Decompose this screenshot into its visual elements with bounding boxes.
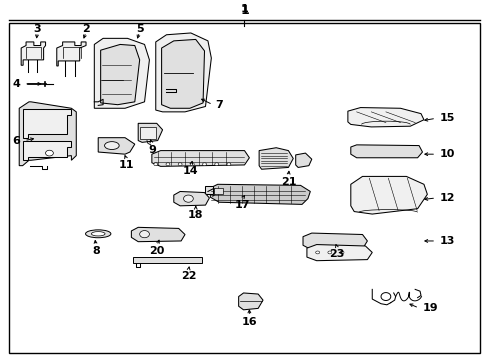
Text: 19: 19 xyxy=(422,303,437,313)
Polygon shape xyxy=(156,33,211,112)
Circle shape xyxy=(214,163,218,166)
Polygon shape xyxy=(259,148,293,169)
Polygon shape xyxy=(98,138,135,154)
Text: 17: 17 xyxy=(234,200,249,210)
Text: 5: 5 xyxy=(136,24,143,35)
Text: 20: 20 xyxy=(149,246,164,256)
Circle shape xyxy=(178,163,182,166)
Text: 14: 14 xyxy=(183,166,198,176)
Polygon shape xyxy=(57,42,86,66)
Text: 8: 8 xyxy=(92,246,100,256)
Ellipse shape xyxy=(104,141,119,149)
Text: 21: 21 xyxy=(280,177,296,187)
Ellipse shape xyxy=(91,231,105,236)
Polygon shape xyxy=(306,244,371,261)
Circle shape xyxy=(202,163,206,166)
Text: 12: 12 xyxy=(439,193,454,203)
Text: 2: 2 xyxy=(82,24,90,35)
Circle shape xyxy=(327,251,331,254)
Polygon shape xyxy=(131,227,184,242)
Polygon shape xyxy=(22,109,71,138)
Text: 13: 13 xyxy=(439,236,454,246)
Polygon shape xyxy=(350,176,427,214)
Text: 7: 7 xyxy=(215,100,223,110)
Bar xyxy=(214,188,223,194)
Polygon shape xyxy=(94,39,149,108)
Circle shape xyxy=(45,150,53,156)
Text: 1: 1 xyxy=(240,4,248,17)
Circle shape xyxy=(339,251,343,254)
Polygon shape xyxy=(295,153,311,167)
Text: 23: 23 xyxy=(329,249,344,259)
Circle shape xyxy=(165,163,169,166)
Circle shape xyxy=(315,251,319,254)
Polygon shape xyxy=(173,192,209,206)
Polygon shape xyxy=(19,102,76,166)
Text: 22: 22 xyxy=(180,271,196,282)
Circle shape xyxy=(140,230,149,238)
Circle shape xyxy=(226,163,230,166)
Polygon shape xyxy=(238,293,263,310)
Text: 9: 9 xyxy=(147,145,156,155)
Text: 18: 18 xyxy=(187,211,203,220)
Polygon shape xyxy=(210,184,310,204)
Polygon shape xyxy=(347,108,423,127)
Polygon shape xyxy=(101,44,140,105)
Polygon shape xyxy=(303,233,366,250)
Polygon shape xyxy=(21,42,45,65)
Polygon shape xyxy=(350,145,422,158)
Ellipse shape xyxy=(85,230,111,238)
Bar xyxy=(133,257,201,263)
Polygon shape xyxy=(204,186,212,194)
Circle shape xyxy=(190,163,194,166)
Text: 16: 16 xyxy=(241,317,257,327)
Text: 1: 1 xyxy=(240,4,248,14)
Text: 10: 10 xyxy=(439,149,454,159)
Text: 6: 6 xyxy=(12,136,20,145)
Polygon shape xyxy=(138,123,162,142)
Circle shape xyxy=(154,163,158,166)
Text: 15: 15 xyxy=(439,113,454,123)
Text: 4: 4 xyxy=(12,79,20,89)
Text: 11: 11 xyxy=(119,160,134,170)
Text: 3: 3 xyxy=(33,24,41,35)
Bar xyxy=(140,127,156,139)
Polygon shape xyxy=(152,150,249,166)
Polygon shape xyxy=(22,140,71,160)
Polygon shape xyxy=(161,40,204,108)
Circle shape xyxy=(183,195,193,202)
